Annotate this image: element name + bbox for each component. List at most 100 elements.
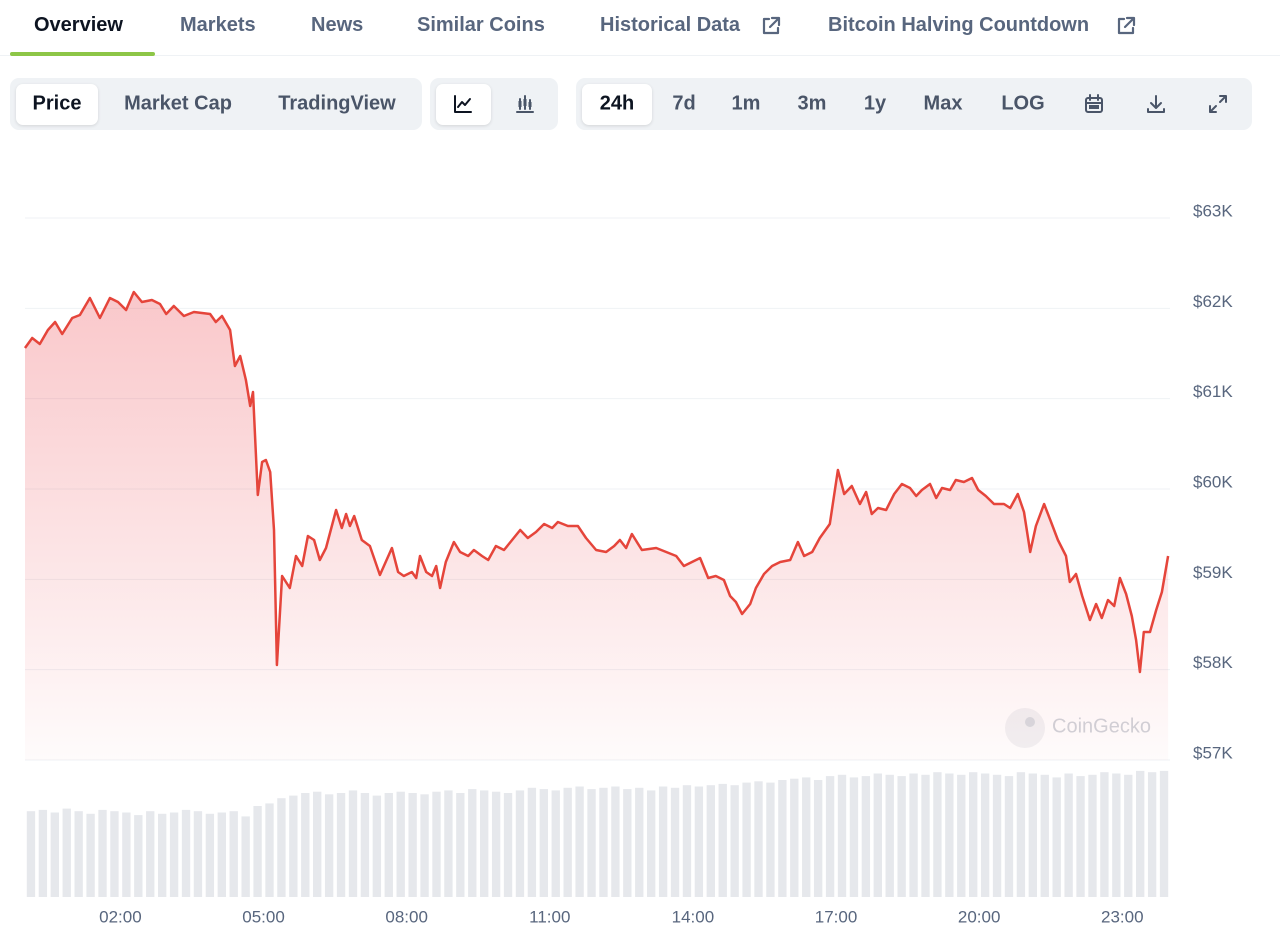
tab[interactable]: Similar Coins [417, 14, 545, 36]
volume-bar [980, 773, 990, 897]
volume-bar [575, 786, 584, 897]
line-chart-icon[interactable] [452, 93, 474, 115]
volume-bar [86, 813, 95, 897]
range-button[interactable]: 7d [672, 92, 696, 115]
volume-bar [503, 793, 513, 897]
tab[interactable]: Overview [34, 14, 123, 36]
range-button[interactable]: 1y [863, 92, 887, 115]
volume-bar [336, 793, 346, 897]
volume-bar [1064, 773, 1073, 897]
volume-bar [181, 809, 191, 897]
volume-bar [766, 782, 775, 897]
volume-bar [909, 773, 918, 897]
range-button[interactable]: Max [923, 92, 963, 115]
volume-bar [635, 787, 644, 897]
watermark-logo-eye [1025, 717, 1035, 727]
volume-bar [122, 812, 131, 897]
volume-bar [157, 813, 167, 897]
y-tick-label: $57K [1193, 743, 1233, 762]
volume-bar [146, 811, 155, 897]
volume-bar [491, 791, 501, 897]
volume-bar [324, 794, 334, 897]
volume-bar [587, 789, 596, 897]
volume-bar [74, 811, 83, 897]
volume-bar [348, 790, 358, 897]
volume-bar [229, 811, 238, 897]
volume-bar [289, 795, 298, 897]
volume-bar [432, 791, 441, 897]
tab[interactable]: Historical Data [600, 14, 741, 36]
volume-bar [646, 790, 656, 897]
volume-bar [969, 772, 978, 897]
mode-button[interactable]: Market Cap [124, 92, 232, 115]
volume-bar [26, 811, 36, 897]
volume-bar [1100, 772, 1109, 897]
x-tick-label: 02:00 [99, 907, 142, 926]
volume-bar [957, 774, 966, 897]
x-tick-label: 14:00 [672, 907, 715, 926]
volume-bar [861, 776, 871, 897]
volume-bar [277, 798, 286, 897]
volume-bar [849, 777, 859, 897]
tab[interactable]: News [311, 14, 364, 36]
range-button[interactable]: 24h [599, 92, 635, 115]
range-button[interactable]: LOG [1001, 92, 1045, 115]
volume-bar [110, 811, 119, 897]
tab-divider [0, 55, 1280, 56]
x-tick-label: 23:00 [1101, 907, 1144, 926]
y-tick-label: $58K [1193, 653, 1233, 672]
volume-bar [384, 793, 393, 897]
range-button[interactable]: 3m [797, 92, 827, 115]
tab[interactable]: Bitcoin Halving Countdown [828, 14, 1090, 36]
volume-bar [480, 790, 489, 897]
volume-bar [623, 789, 632, 897]
volume-bar [945, 773, 954, 897]
volume-bar [873, 773, 882, 897]
volume-bar [539, 789, 549, 897]
volume-bar [313, 791, 322, 897]
volume-bar [658, 786, 668, 897]
volume-bar [802, 777, 811, 897]
volume-bar [813, 780, 823, 897]
volume-bar [1052, 777, 1061, 897]
volume-bar [933, 772, 942, 897]
volume-bar [992, 774, 1002, 897]
volume-bar [682, 785, 692, 897]
tab[interactable]: Markets [180, 14, 256, 36]
range-button[interactable]: 1m [731, 92, 761, 115]
y-tick-label: $60K [1193, 472, 1233, 491]
price-line [23, 290, 1170, 674]
volume-bar [754, 781, 763, 897]
y-tick-label: $62K [1193, 292, 1233, 311]
volume-bar [921, 774, 930, 897]
volume-bar [563, 787, 572, 897]
x-tick-label: 08:00 [385, 907, 428, 926]
x-tick-label: 20:00 [958, 907, 1001, 926]
volume-bar [38, 809, 48, 897]
mode-button[interactable]: Price [32, 92, 82, 115]
volume-bar [217, 812, 226, 897]
volume-bar [50, 812, 59, 897]
volume-bar [241, 816, 250, 897]
price-area [25, 292, 1169, 760]
volume-bar [1016, 772, 1026, 897]
download-icon[interactable] [1145, 93, 1167, 115]
candle-chart-icon[interactable] [514, 93, 536, 115]
volume-bar [301, 793, 310, 897]
watermark-logo [1005, 708, 1045, 748]
volume-bar [718, 783, 727, 897]
calendar-icon[interactable] [1083, 93, 1105, 115]
volume-bar [396, 791, 405, 897]
mode-button[interactable]: TradingView [278, 92, 396, 115]
volume-bar [193, 811, 203, 897]
volume-bar [1004, 776, 1014, 897]
volume-bar [1112, 773, 1121, 897]
fullscreen-icon[interactable] [1207, 93, 1229, 115]
volume-bar [360, 793, 370, 897]
volume-bar [468, 789, 477, 897]
volume-bar [134, 815, 143, 897]
volume-bar [408, 793, 417, 897]
volume-bar [1028, 773, 1038, 897]
